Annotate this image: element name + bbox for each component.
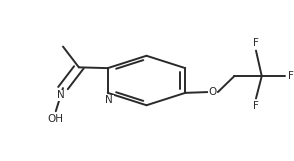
Text: F: F bbox=[253, 101, 259, 111]
Text: F: F bbox=[253, 38, 259, 48]
Text: OH: OH bbox=[48, 114, 64, 124]
Text: N: N bbox=[57, 90, 65, 100]
Text: N: N bbox=[105, 95, 113, 105]
Text: F: F bbox=[288, 71, 294, 81]
Text: O: O bbox=[208, 87, 217, 97]
